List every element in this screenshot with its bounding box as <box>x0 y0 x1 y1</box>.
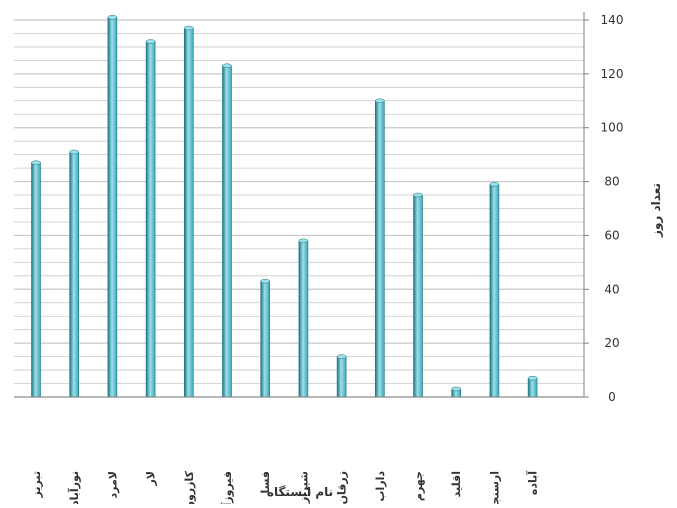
x-tick-label: لامرد <box>106 471 119 499</box>
x-tick-label: زرقان <box>336 471 349 504</box>
bar-cap <box>375 98 385 104</box>
bar-cap <box>31 160 41 165</box>
bar-group <box>413 192 423 398</box>
bar-group <box>107 15 118 398</box>
bar-cap <box>451 386 461 392</box>
bar <box>374 100 385 398</box>
x-tick-label: تبریز <box>30 471 43 498</box>
y-tick-label: 40 <box>604 282 619 296</box>
bar-group <box>222 63 232 398</box>
bar <box>31 162 41 398</box>
bar-cap <box>527 375 538 381</box>
bar-group <box>145 39 156 398</box>
bar <box>145 41 156 398</box>
bar <box>184 27 194 398</box>
bar <box>107 17 118 398</box>
bar-cap <box>69 149 79 155</box>
bar-cap <box>184 25 194 31</box>
axes <box>14 12 589 398</box>
x-tick-label: ارسنجان <box>488 471 501 504</box>
bar-cap <box>298 238 309 244</box>
bar-cap <box>107 15 118 20</box>
x-tick-label: شیراز <box>297 471 310 504</box>
x-tick-label: اقلید <box>450 471 463 497</box>
y-tick-label: 0 <box>608 390 616 404</box>
y-tick-label: 20 <box>604 336 619 350</box>
bar-cap <box>336 354 347 359</box>
x-tick-label: نورآباد <box>67 471 81 504</box>
bar-cap <box>413 192 423 198</box>
y-tick-label: 60 <box>604 228 619 242</box>
x-tick-label: فیروزآباد <box>220 471 234 504</box>
bar <box>298 240 309 398</box>
x-tick-label: کازرون <box>183 470 196 504</box>
bar-group <box>31 160 41 398</box>
x-tick-label: فسا <box>259 471 272 494</box>
x-tick-label: لار <box>145 471 158 487</box>
bar <box>527 377 538 398</box>
axis-labels: 0 20 40 60 80 100 120 140 تبریز نورآباد لامرد لار کا… <box>30 13 624 508</box>
bar-group <box>527 375 538 398</box>
bar-group <box>184 25 194 398</box>
bar <box>222 65 232 398</box>
x-tick-label: داراب <box>374 471 387 502</box>
bar-cap <box>145 39 156 44</box>
bar-group <box>451 386 462 398</box>
bar-group <box>298 238 309 398</box>
y-axis-title: تعداد روز <box>649 183 664 238</box>
bar-cap <box>260 278 270 284</box>
bars <box>31 15 538 398</box>
bar <box>260 280 271 398</box>
bar-group <box>374 98 385 398</box>
bar-group <box>260 278 271 398</box>
bar <box>69 151 79 398</box>
x-axis-title: نام ایستگاه <box>267 485 333 500</box>
y-tick-label: 80 <box>604 175 619 189</box>
bar <box>336 356 347 398</box>
y-tick-label: 120 <box>601 67 624 81</box>
y-tick-label: 140 <box>601 13 624 27</box>
x-tick-label: جهرم <box>412 471 425 501</box>
bar-group <box>69 149 79 398</box>
bar-cap <box>222 63 232 69</box>
bar-group <box>489 182 500 398</box>
bar <box>489 183 500 398</box>
bar <box>413 194 423 398</box>
x-tick-label: آباده <box>526 471 540 495</box>
bar-group <box>336 354 347 398</box>
bar-cap <box>489 182 500 187</box>
y-tick-label: 100 <box>601 121 624 135</box>
